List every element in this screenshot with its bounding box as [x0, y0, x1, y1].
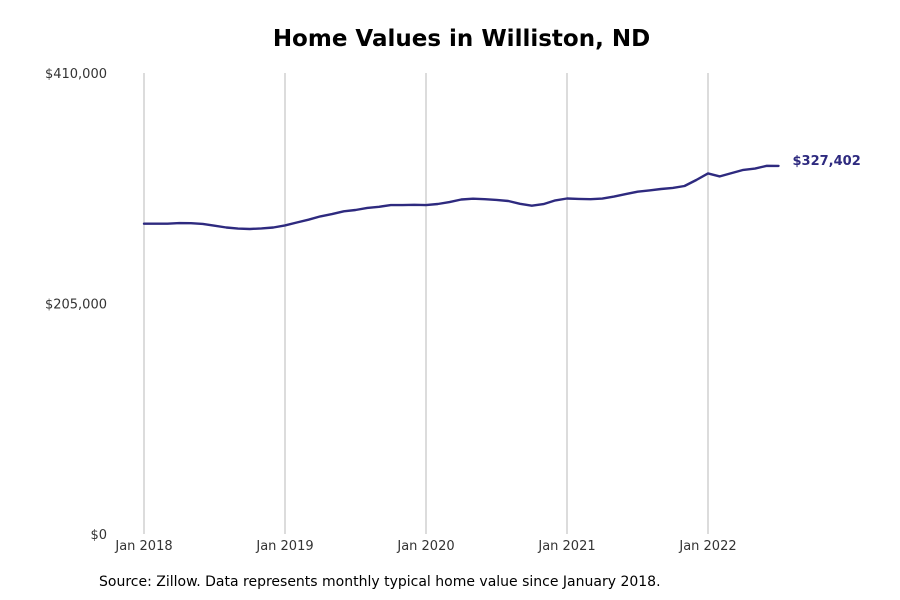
x-tick-label: Jan 2020 — [396, 539, 454, 554]
last-value-label: $327,402 — [793, 154, 861, 169]
y-tick-label: $205,000 — [45, 298, 107, 313]
series-line — [142, 164, 780, 231]
x-tick-label: Jan 2022 — [678, 539, 736, 554]
chart-title: Home Values in Williston, ND — [272, 26, 651, 52]
source-note: Source: Zillow. Data represents monthly … — [99, 574, 661, 590]
x-tick-label: Jan 2021 — [537, 539, 595, 554]
y-tick-label: $0 — [90, 528, 107, 543]
x-tick-label: Jan 2019 — [255, 539, 313, 554]
y-tick-label: $410,000 — [45, 67, 107, 82]
x-tick-label: Jan 2018 — [114, 539, 172, 554]
